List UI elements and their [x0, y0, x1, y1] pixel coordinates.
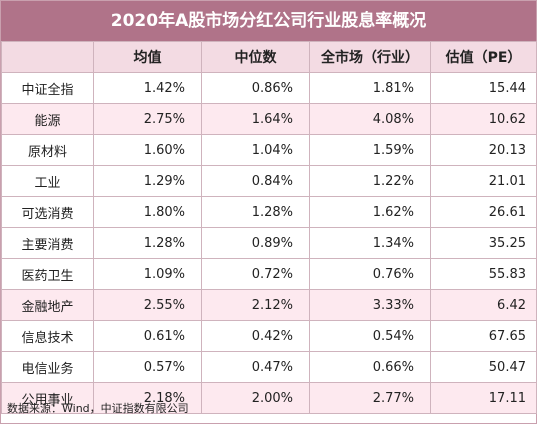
cell-pe: 10.62: [430, 103, 537, 135]
cell-market: 4.08%: [309, 103, 431, 135]
row-label: 金融地产: [1, 289, 94, 321]
table-row: 信息技术 0.61% 0.42% 0.54% 67.65: [1, 320, 537, 352]
cell-market: 1.62%: [309, 196, 431, 228]
cell-pe: 67.65: [430, 320, 537, 352]
row-label: 可选消费: [1, 196, 94, 228]
cell-median: 2.00%: [201, 382, 310, 414]
cell-pe: 35.25: [430, 227, 537, 259]
row-label: 原材料: [1, 134, 94, 166]
table-row: 金融地产 2.55% 2.12% 3.33% 6.42: [1, 289, 537, 321]
row-label: 电信业务: [1, 351, 94, 383]
cell-market: 1.22%: [309, 165, 431, 197]
table-body: 中证全指 1.42% 0.86% 1.81% 15.44 能源 2.75% 1.64% 4.08…: [1, 72, 537, 414]
cell-median: 2.12%: [201, 289, 310, 321]
table-row: 主要消费 1.28% 0.89% 1.34% 35.25: [1, 227, 537, 259]
cell-median: 1.64%: [201, 103, 310, 135]
cell-median: 0.47%: [201, 351, 310, 383]
cell-mean: 0.57%: [93, 351, 202, 383]
dividend-table: 均值 中位数 全市场（行业） 估值（PE） 中证全指 1.42% 0.86% 1.81…: [1, 41, 537, 414]
cell-market: 0.66%: [309, 351, 431, 383]
header-row: 均值 中位数 全市场（行业） 估值（PE）: [1, 41, 537, 73]
cell-market: 2.77%: [309, 382, 431, 414]
table-row: 电信业务 0.57% 0.47% 0.66% 50.47: [1, 351, 537, 383]
header-market: 全市场（行业）: [309, 41, 431, 73]
cell-pe: 20.13: [430, 134, 537, 166]
cell-market: 0.54%: [309, 320, 431, 352]
cell-median: 0.84%: [201, 165, 310, 197]
row-label: 能源: [1, 103, 94, 135]
cell-market: 1.34%: [309, 227, 431, 259]
cell-median: 0.72%: [201, 258, 310, 290]
cell-pe: 6.42: [430, 289, 537, 321]
row-label: 主要消费: [1, 227, 94, 259]
cell-pe: 17.11: [430, 382, 537, 414]
table-row: 公用事业 2.18% 2.00% 2.77% 17.11: [1, 382, 537, 414]
cell-market: 1.81%: [309, 72, 431, 104]
header-median: 中位数: [201, 41, 310, 73]
table-row: 中证全指 1.42% 0.86% 1.81% 15.44: [1, 72, 537, 104]
source-note: 数据来源：Wind，中证指数有限公司: [7, 402, 189, 415]
row-label: 工业: [1, 165, 94, 197]
table-row: 可选消费 1.80% 1.28% 1.62% 26.61: [1, 196, 537, 228]
cell-pe: 50.47: [430, 351, 537, 383]
cell-market: 3.33%: [309, 289, 431, 321]
header-pe: 估值（PE）: [430, 41, 537, 73]
cell-median: 1.28%: [201, 196, 310, 228]
table-title: 2020年A股市场分红公司行业股息率概况: [1, 1, 536, 41]
row-label: 公用事业: [1, 382, 94, 414]
row-label: 中证全指: [1, 72, 94, 104]
table-row: 原材料 1.60% 1.04% 1.59% 20.13: [1, 134, 537, 166]
cell-pe: 55.83: [430, 258, 537, 290]
cell-mean: 1.09%: [93, 258, 202, 290]
cell-mean: 1.42%: [93, 72, 202, 104]
cell-market: 0.76%: [309, 258, 431, 290]
cell-mean: 1.60%: [93, 134, 202, 166]
cell-pe: 15.44: [430, 72, 537, 104]
header-blank: [1, 41, 94, 73]
header-mean: 均值: [93, 41, 202, 73]
cell-mean: 1.29%: [93, 165, 202, 197]
row-label: 医药卫生: [1, 258, 94, 290]
cell-mean: 1.80%: [93, 196, 202, 228]
cell-pe: 26.61: [430, 196, 537, 228]
cell-mean: 1.28%: [93, 227, 202, 259]
table-row: 医药卫生 1.09% 0.72% 0.76% 55.83: [1, 258, 537, 290]
cell-mean: 2.75%: [93, 103, 202, 135]
cell-market: 1.59%: [309, 134, 431, 166]
cell-pe: 21.01: [430, 165, 537, 197]
table-row: 工业 1.29% 0.84% 1.22% 21.01: [1, 165, 537, 197]
table-row: 能源 2.75% 1.64% 4.08% 10.62: [1, 103, 537, 135]
row-label: 信息技术: [1, 320, 94, 352]
cell-median: 0.42%: [201, 320, 310, 352]
cell-median: 0.86%: [201, 72, 310, 104]
cell-median: 0.89%: [201, 227, 310, 259]
cell-mean: 2.55%: [93, 289, 202, 321]
cell-mean: 0.61%: [93, 320, 202, 352]
cell-median: 1.04%: [201, 134, 310, 166]
